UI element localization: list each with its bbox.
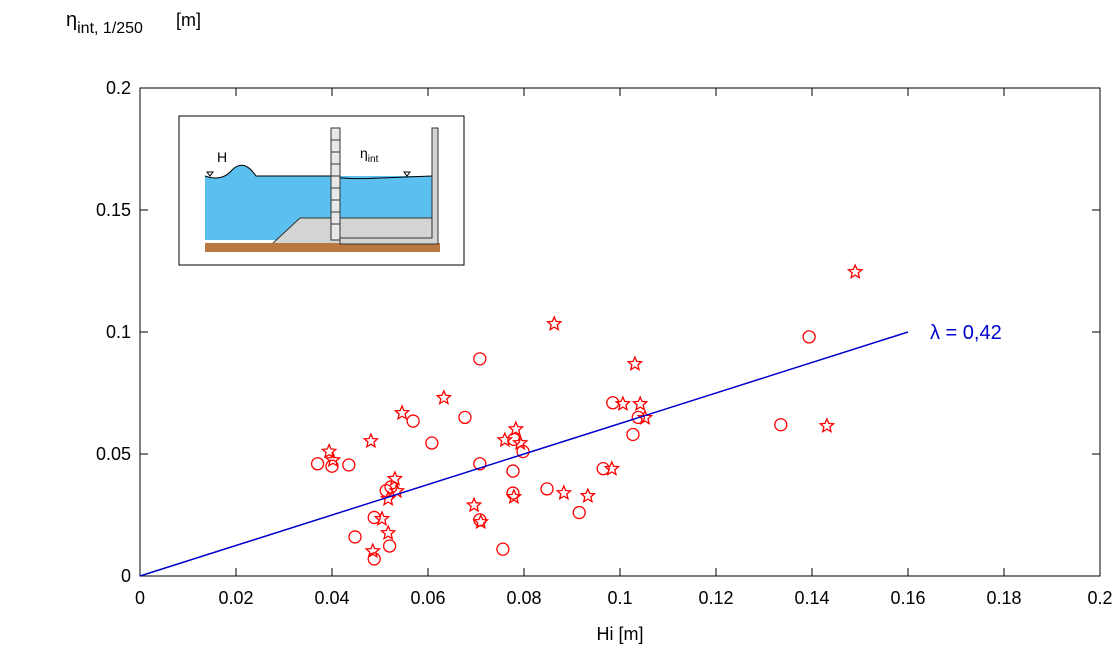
x-tick-label: 0.18	[986, 588, 1021, 608]
level-label: ηint	[360, 145, 379, 165]
star-point	[320, 442, 338, 459]
circle-point	[367, 510, 381, 525]
y-tick-label: 0.2	[106, 78, 131, 98]
circle-point	[626, 427, 640, 442]
star-point	[631, 395, 649, 411]
star-point	[324, 451, 342, 468]
x-tick-label: 0.14	[794, 588, 829, 608]
circle-point	[458, 410, 472, 425]
y-tick-label: 0	[121, 566, 131, 586]
circle-point	[348, 530, 362, 544]
star-point	[507, 420, 525, 437]
star-point	[472, 513, 490, 530]
star-point	[379, 524, 397, 541]
x-tick-label: 0.1	[607, 588, 632, 608]
y-label-sub: int, 1/250	[77, 20, 143, 37]
x-tick-label: 0.16	[890, 588, 925, 608]
circle-point	[342, 458, 356, 472]
circle-point	[325, 459, 339, 473]
x-tick-label: 0.2	[1087, 588, 1112, 608]
star-point	[846, 263, 864, 279]
level-main: η	[360, 145, 368, 161]
y-tick-label: 0.15	[96, 200, 131, 220]
fit-line	[139, 331, 909, 577]
line-label: λ = 0,42	[930, 322, 1002, 344]
circle-point	[496, 542, 510, 556]
star-point	[386, 470, 404, 487]
x-tick-label: 0.06	[410, 588, 445, 608]
star-point	[373, 510, 391, 526]
water-surface	[204, 164, 433, 180]
back-wall	[339, 127, 439, 245]
star-point	[465, 496, 483, 513]
y-label-main: η	[66, 9, 77, 31]
seabed	[205, 243, 440, 252]
level-sub: int	[368, 154, 379, 165]
wave-label: H	[217, 149, 227, 165]
circle-point	[802, 330, 816, 344]
star-point	[614, 395, 632, 411]
circle-point	[596, 461, 610, 476]
circle-point	[606, 396, 620, 410]
star-point	[603, 460, 621, 476]
circle-point	[540, 482, 554, 496]
circle-point	[631, 410, 645, 425]
circle-point	[310, 457, 325, 471]
circle-point	[506, 464, 520, 478]
star-point	[636, 409, 654, 426]
x-tick-label: 0.02	[218, 588, 253, 608]
star-point	[818, 417, 836, 433]
star-point	[579, 487, 597, 503]
circle-point	[367, 552, 381, 566]
wall-slots	[331, 139, 340, 225]
star-point	[555, 484, 573, 501]
circle-point	[382, 539, 397, 553]
circle-point	[425, 436, 439, 450]
star-point	[364, 542, 382, 559]
x-tick-label: 0.12	[698, 588, 733, 608]
y-tick-label: 0.05	[96, 444, 131, 464]
circle-point	[572, 505, 586, 520]
circle-point	[406, 414, 420, 428]
circle-point	[473, 457, 487, 471]
circle-point	[473, 352, 487, 366]
perforated-wall	[330, 127, 341, 241]
x-tick-label: 0	[135, 588, 145, 608]
star-point	[546, 315, 563, 331]
star-point	[626, 355, 644, 371]
circle-point	[506, 486, 520, 500]
circle-point	[774, 418, 788, 432]
x-tick-label: 0.08	[506, 588, 541, 608]
x-tick-label: 0.04	[314, 588, 349, 608]
inset-diagram: H ηint	[178, 115, 465, 266]
star-point	[505, 488, 523, 504]
star-point	[393, 404, 411, 421]
level-marks	[206, 171, 411, 177]
star-point	[435, 389, 453, 405]
y-tick-label: 0.1	[106, 322, 131, 342]
star-point	[496, 431, 514, 448]
y-axis-unit: [m]	[176, 10, 201, 30]
y-axis-label: ηint, 1/250	[66, 9, 143, 37]
x-axis-label: Hi [m]	[597, 624, 644, 644]
star-point	[511, 434, 529, 451]
star-point	[362, 432, 380, 449]
